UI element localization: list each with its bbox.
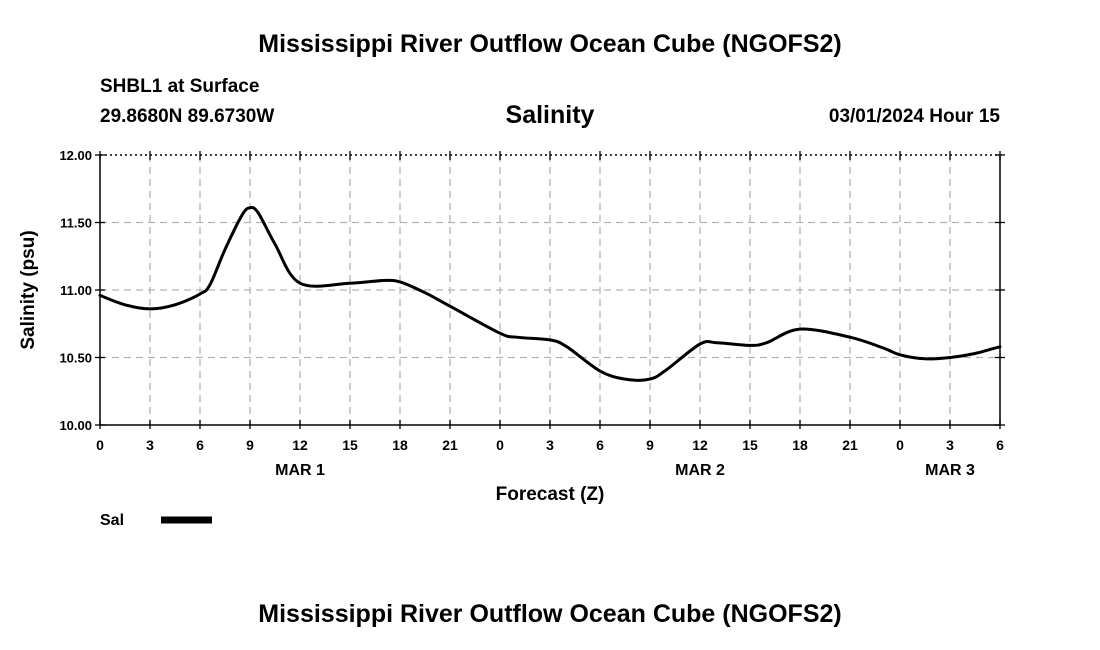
axis-ticks: 10.00 10.50 11.00 11.50 12.00 0 3 6 9 12 15 18 21 0 3 6… xyxy=(18,148,1005,505)
grid-layer xyxy=(100,155,1000,425)
date-label: MAR 2 xyxy=(675,462,725,479)
x-tick-label: 12 xyxy=(692,437,708,453)
x-tick-label: 9 xyxy=(246,437,254,453)
coordinates-label: 29.8680N 89.6730W xyxy=(100,106,275,127)
date-label: MAR 3 xyxy=(925,462,975,479)
station-label: SHBL1 at Surface xyxy=(100,76,260,97)
chart-title: Salinity xyxy=(505,101,595,129)
y-tick-label: 11.00 xyxy=(60,283,92,298)
date-label: MAR 1 xyxy=(275,462,325,479)
x-tick-label: 0 xyxy=(896,437,904,453)
x-tick-label: 18 xyxy=(792,437,808,453)
valid-time-label: 03/01/2024 Hour 15 xyxy=(828,106,1000,127)
y-tick-label: 11.50 xyxy=(60,216,92,231)
y-tick-label: 12.00 xyxy=(59,148,92,163)
x-tick-label: 12 xyxy=(292,437,308,453)
footer-title: Mississippi River Outflow Ocean Cube (NG… xyxy=(258,600,842,628)
x-tick-label: 0 xyxy=(496,437,504,453)
series-line-sal xyxy=(98,205,1002,382)
x-tick-label: 6 xyxy=(196,437,204,453)
x-tick-label: 15 xyxy=(742,437,758,453)
series-layer xyxy=(98,205,1002,382)
x-tick-label: 3 xyxy=(546,437,554,453)
x-tick-label: 6 xyxy=(596,437,604,453)
legend: Sal xyxy=(100,512,212,529)
main-title: Mississippi River Outflow Ocean Cube (NG… xyxy=(258,30,842,58)
x-tick-label: 9 xyxy=(646,437,654,453)
x-tick-label: 18 xyxy=(392,437,408,453)
y-tick-label: 10.00 xyxy=(59,418,92,433)
x-tick-label: 3 xyxy=(146,437,154,453)
x-tick-label: 0 xyxy=(96,437,104,453)
x-tick-label: 21 xyxy=(442,437,458,453)
x-tick-label: 21 xyxy=(842,437,858,453)
y-tick-label: 10.50 xyxy=(59,351,92,366)
x-tick-label: 6 xyxy=(996,437,1004,453)
x-tick-label: 15 xyxy=(342,437,358,453)
legend-label: Sal xyxy=(100,512,124,529)
x-axis-title: Forecast (Z) xyxy=(496,484,605,505)
y-axis-title: Salinity (psu) xyxy=(18,230,39,349)
x-tick-label: 3 xyxy=(946,437,954,453)
